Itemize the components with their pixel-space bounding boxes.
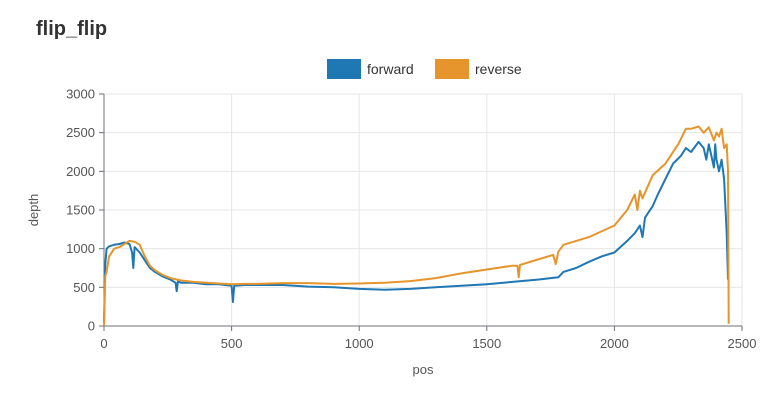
x-tick-label: 1500 — [472, 336, 501, 351]
x-tick-label: 1000 — [345, 336, 374, 351]
legend-swatch-reverse — [435, 59, 469, 79]
x-axis-label: pos — [413, 362, 434, 377]
chart-title: flip_flip — [36, 18, 108, 40]
y-axis-label: depth — [26, 194, 41, 227]
legend: forward reverse — [0, 57, 784, 81]
legend-item-reverse[interactable]: reverse — [435, 57, 522, 81]
y-tick-label: 1000 — [66, 241, 95, 256]
legend-item-forward[interactable]: forward — [327, 57, 414, 81]
series-lines — [103, 125, 730, 327]
legend-label-reverse: reverse — [475, 61, 522, 77]
x-tick-label: 0 — [100, 336, 107, 351]
tick-labels: 0 500 1000 1500 2000 2500 3000 0 500 1000 1500 2000… — [66, 87, 756, 352]
y-tick-label: 1500 — [66, 203, 95, 218]
grid — [103, 93, 743, 327]
y-tick-label: 500 — [73, 280, 95, 295]
x-tick-label: 2000 — [600, 336, 629, 351]
series-line-forward — [103, 140, 729, 323]
series-line-reverse — [103, 125, 730, 327]
axes — [99, 93, 743, 331]
legend-swatch-forward — [327, 59, 361, 79]
legend-label-forward: forward — [367, 61, 414, 77]
y-tick-label: 2500 — [66, 125, 95, 140]
x-tick-label: 500 — [221, 336, 243, 351]
x-tick-label: 2500 — [728, 336, 757, 351]
y-tick-label: 3000 — [66, 87, 95, 102]
y-tick-label: 2000 — [66, 164, 95, 179]
y-tick-label: 0 — [88, 319, 95, 334]
